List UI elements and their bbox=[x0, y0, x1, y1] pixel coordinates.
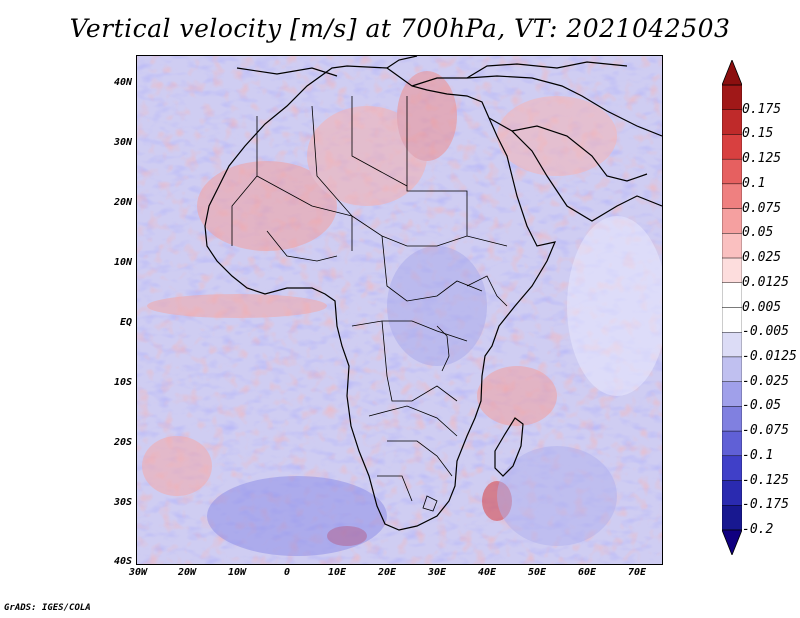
velocity-field-map bbox=[137, 56, 662, 564]
colorbar-cell bbox=[722, 109, 742, 135]
arabian-coast bbox=[488, 117, 662, 222]
colorbar bbox=[722, 60, 742, 555]
lon-label-60e: 60E bbox=[577, 567, 597, 578]
colorbar-cell bbox=[722, 84, 742, 110]
footer-credit: GrADS: IGES/COLA bbox=[4, 603, 91, 613]
colorbar-cell bbox=[722, 134, 742, 160]
colorbar-cell bbox=[722, 208, 742, 234]
colorbar-cell bbox=[722, 381, 742, 407]
colorbar-cell bbox=[722, 430, 742, 457]
colorbar-label: -0.1 bbox=[742, 447, 774, 463]
lon-label-30w: 30W bbox=[128, 567, 148, 578]
lon-label-0: 0 bbox=[283, 567, 291, 578]
lat-label-20s: 20S bbox=[113, 437, 132, 448]
colorbar-cell bbox=[722, 282, 742, 308]
colorbar-label: 0.1 bbox=[742, 175, 766, 191]
colorbar-cell bbox=[722, 158, 742, 185]
lat-label-30n: 30N bbox=[113, 137, 132, 148]
colorbar-cells bbox=[722, 84, 742, 531]
colorbar-cell bbox=[722, 183, 742, 209]
lat-label-eq: EQ bbox=[119, 317, 132, 328]
colorbar-bottom-arrow bbox=[722, 529, 742, 555]
lon-label-50e: 50E bbox=[527, 567, 547, 578]
lon-label-10e: 10E bbox=[327, 567, 347, 578]
lat-label-40s: 40S bbox=[113, 556, 132, 567]
colorbar-label: 0.005 bbox=[742, 299, 782, 315]
lat-label-30s: 30S bbox=[113, 497, 132, 508]
lon-label-20e: 20E bbox=[377, 567, 397, 578]
lat-label-20n: 20N bbox=[113, 197, 132, 208]
lon-label-20w: 20W bbox=[177, 567, 197, 578]
italy-coast bbox=[386, 56, 418, 69]
anatolia-coast bbox=[466, 61, 628, 79]
colorbar-cell bbox=[722, 505, 742, 531]
lat-label-40n: 40N bbox=[113, 77, 132, 88]
lat-label-10s: 10S bbox=[113, 377, 132, 388]
colorbar-cell bbox=[722, 332, 742, 358]
colorbar-cell bbox=[722, 406, 742, 432]
colorbar-label: -0.05 bbox=[742, 398, 782, 414]
colorbar-label: 0.075 bbox=[742, 200, 782, 216]
colorbar-cell bbox=[722, 480, 742, 506]
colorbar-label: -0.125 bbox=[742, 472, 789, 488]
madagascar-outline bbox=[494, 417, 524, 477]
colorbar-label: -0.075 bbox=[742, 423, 789, 439]
colorbar-label: 0.125 bbox=[742, 151, 782, 167]
colorbar-label: 0.15 bbox=[742, 126, 774, 142]
colorbar-label: -0.025 bbox=[742, 373, 789, 389]
persian-gulf-coast bbox=[511, 125, 648, 182]
lon-label-70e: 70E bbox=[627, 567, 647, 578]
colorbar-label: -0.0125 bbox=[742, 348, 797, 364]
map-panel bbox=[136, 55, 663, 565]
colorbar-cell bbox=[722, 307, 742, 333]
coastlines bbox=[204, 56, 662, 531]
colorbar-label: -0.005 bbox=[742, 324, 789, 340]
colorbar-label: 0.025 bbox=[742, 250, 782, 266]
lon-label-40e: 40E bbox=[477, 567, 497, 578]
colorbar-label: -0.2 bbox=[742, 522, 774, 537]
colorbar-cell bbox=[722, 455, 742, 481]
colorbar-label: 0.0125 bbox=[742, 274, 789, 290]
colorbar-label: -0.175 bbox=[742, 497, 789, 513]
lon-label-10w: 10W bbox=[227, 567, 247, 578]
colorbar-cell bbox=[722, 356, 742, 382]
mediterranean-east-coast bbox=[411, 75, 662, 137]
chart-title: Vertical velocity [m/s] at 700hPa, VT: 2… bbox=[69, 14, 731, 43]
lat-label-10n: 10N bbox=[113, 257, 132, 268]
descent-patches bbox=[207, 216, 662, 556]
colorbar-label: 0.05 bbox=[742, 225, 774, 241]
africa-outline bbox=[204, 65, 557, 531]
colorbar-cell bbox=[722, 233, 742, 259]
colorbar-cell bbox=[722, 257, 742, 283]
colorbar-top-arrow bbox=[722, 60, 742, 86]
iberia-coast bbox=[236, 67, 338, 77]
lon-label-30e: 30E bbox=[427, 567, 447, 578]
colorbar-label: 0.175 bbox=[742, 101, 782, 117]
country-borders bbox=[231, 96, 508, 512]
